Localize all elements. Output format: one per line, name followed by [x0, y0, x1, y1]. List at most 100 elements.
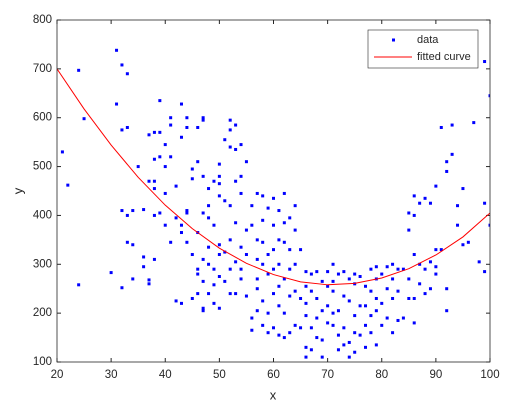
data-point	[272, 196, 275, 200]
data-point	[185, 211, 189, 215]
data-point	[331, 262, 335, 266]
data-point	[385, 316, 389, 320]
data-point	[158, 155, 162, 159]
data-point	[250, 204, 254, 208]
data-point	[261, 194, 265, 198]
data-point	[136, 165, 140, 169]
data-point	[77, 283, 81, 287]
data-point	[201, 174, 205, 178]
data-point	[412, 194, 416, 198]
data-point	[190, 167, 194, 171]
data-point	[374, 296, 378, 300]
data-point	[336, 333, 340, 337]
data-point	[120, 209, 124, 213]
data-point	[244, 253, 248, 257]
data-point	[201, 279, 205, 283]
data-point	[196, 125, 200, 129]
data-point	[391, 262, 395, 266]
data-point	[255, 257, 259, 261]
data-point	[147, 282, 151, 286]
data-point	[309, 326, 313, 330]
data-point	[158, 130, 162, 134]
data-point	[320, 279, 324, 283]
data-point	[304, 301, 308, 305]
data-point	[450, 123, 454, 127]
data-point	[299, 248, 303, 252]
data-point	[320, 355, 324, 359]
data-point	[358, 275, 362, 278]
data-point	[353, 331, 357, 335]
data-point	[385, 287, 389, 291]
data-point	[374, 309, 378, 313]
data-point	[342, 343, 346, 347]
data-point	[244, 228, 248, 232]
data-point	[174, 184, 178, 188]
y-tick-label: 400	[33, 209, 52, 221]
data-point	[299, 326, 303, 330]
data-point	[288, 294, 292, 298]
data-point	[418, 201, 422, 205]
data-point	[315, 296, 319, 300]
data-point	[66, 183, 70, 187]
data-point	[353, 314, 357, 318]
data-point	[315, 270, 319, 274]
data-point	[169, 155, 173, 159]
data-point	[228, 204, 232, 208]
data-point	[293, 289, 297, 293]
data-point	[320, 309, 324, 313]
x-tick-label: 20	[51, 369, 64, 381]
data-point	[282, 336, 286, 340]
data-point	[223, 250, 227, 254]
data-point	[412, 253, 416, 257]
data-point	[201, 118, 205, 122]
data-point	[207, 187, 211, 191]
data-point	[304, 355, 308, 359]
data-point	[364, 304, 368, 308]
data-point	[439, 248, 443, 252]
data-point	[347, 277, 351, 281]
data-point	[234, 221, 238, 225]
data-point	[282, 311, 286, 315]
data-point	[288, 248, 292, 252]
data-point	[331, 323, 335, 327]
data-point	[282, 277, 286, 281]
data-point	[212, 267, 216, 271]
data-point	[483, 270, 487, 274]
data-point	[434, 265, 438, 269]
data-point	[342, 294, 346, 298]
data-point	[277, 304, 281, 308]
x-tick-label: 60	[267, 369, 280, 381]
data-point	[347, 299, 351, 303]
data-point	[456, 223, 460, 227]
data-point	[152, 130, 156, 134]
data-point	[353, 350, 357, 354]
data-point	[418, 262, 422, 266]
data-point	[77, 68, 81, 72]
data-point	[131, 277, 135, 281]
data-point	[428, 260, 432, 264]
data-point	[163, 223, 167, 227]
data-point	[369, 331, 373, 335]
data-point	[309, 272, 313, 276]
y-tick-label: 700	[33, 63, 52, 75]
data-point	[179, 231, 183, 235]
data-point	[250, 223, 254, 227]
data-point	[396, 318, 400, 322]
data-point	[147, 278, 151, 282]
data-point	[412, 213, 416, 217]
data-point	[228, 145, 232, 149]
data-point	[293, 228, 297, 232]
data-point	[293, 323, 297, 327]
data-point	[423, 267, 427, 271]
data-point	[331, 289, 335, 293]
data-point	[272, 326, 275, 330]
data-point	[163, 143, 167, 147]
data-point	[201, 211, 205, 215]
data-point	[196, 272, 200, 276]
data-point	[179, 301, 183, 305]
data-point	[239, 191, 243, 195]
data-point	[223, 279, 227, 283]
data-point	[288, 267, 292, 271]
data-point	[288, 331, 292, 335]
